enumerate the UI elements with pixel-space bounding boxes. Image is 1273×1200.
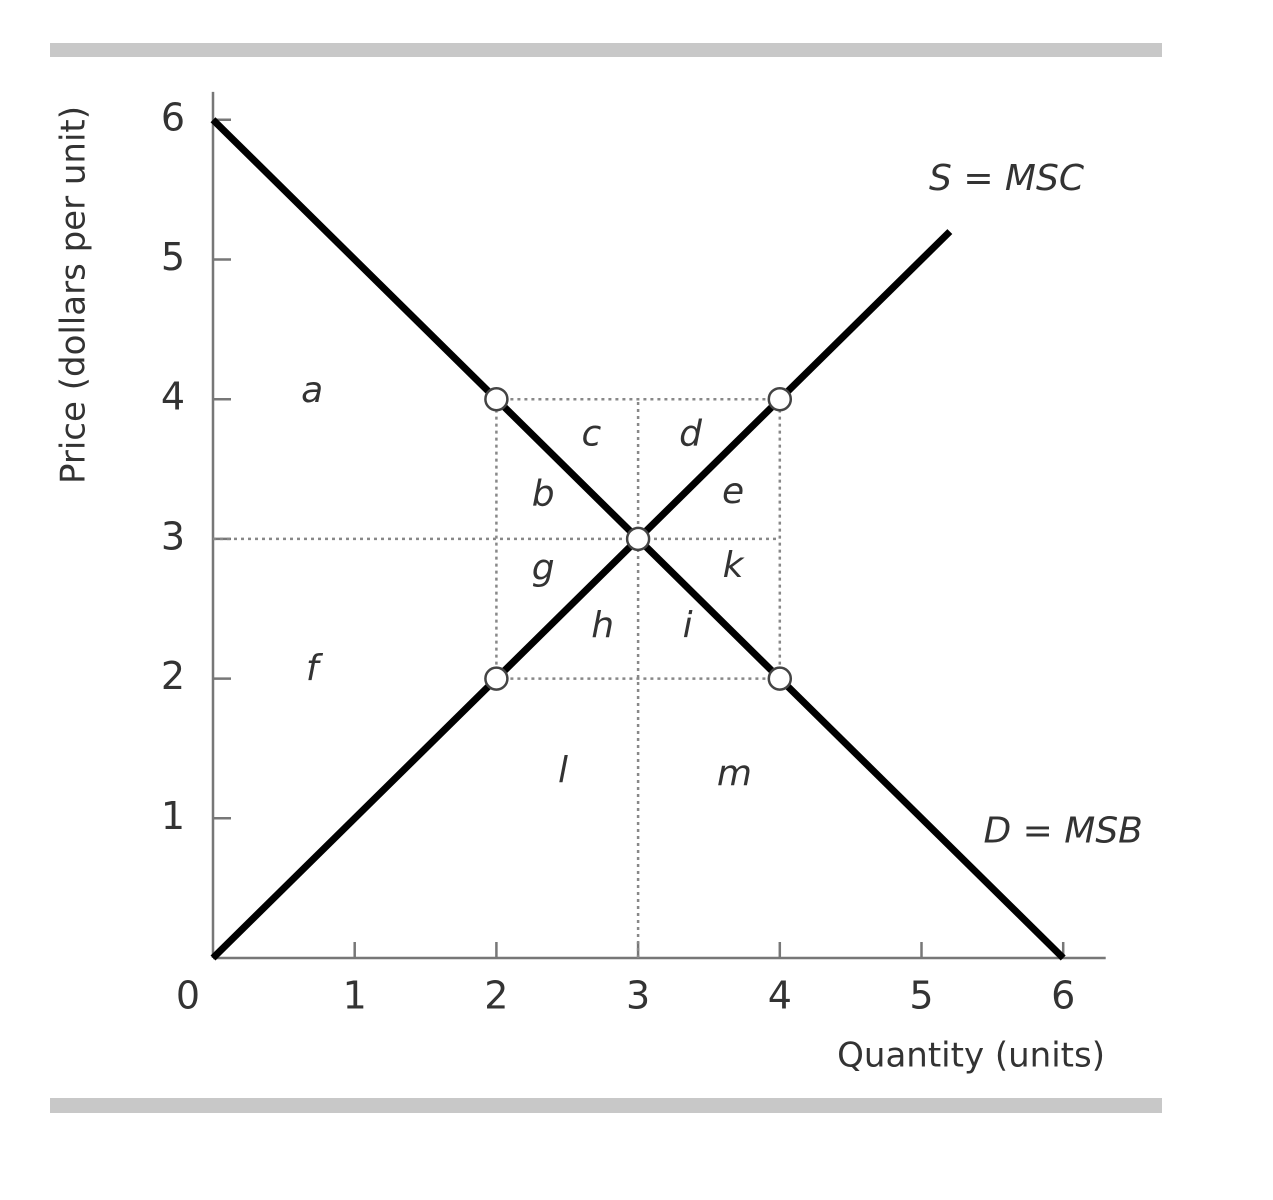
y-tick-label: 6 (161, 95, 185, 139)
y-tick-label: 5 (161, 235, 185, 279)
point (625, 526, 651, 552)
region-label: c (581, 414, 601, 455)
x-tick-label: 0 (176, 974, 200, 1018)
region-label: f (306, 648, 324, 689)
region-label: k (723, 545, 746, 586)
point (484, 386, 509, 412)
region-label: a (301, 370, 323, 411)
x-axis-title: Quantity (units) (837, 1036, 1105, 1076)
x-tick-label: 6 (1051, 974, 1075, 1018)
region-label: h (591, 605, 614, 646)
y-tick-label: 2 (161, 654, 185, 698)
bottom-rule (50, 1098, 1162, 1113)
region-label: b (532, 474, 555, 515)
x-tick-label: 3 (626, 974, 650, 1018)
region-label: m (717, 753, 752, 794)
y-tick-label: 1 (161, 794, 185, 838)
point (767, 386, 793, 412)
point (484, 666, 509, 691)
x-tick-label: 5 (909, 974, 933, 1018)
region-label: i (683, 605, 693, 646)
curve-label: S = MSC (929, 158, 1085, 199)
x-tick-label: 1 (343, 974, 367, 1018)
y-axis-title: Price (dollars per unit) (54, 106, 94, 484)
x-tick-label: 2 (484, 974, 508, 1018)
curve (210, 229, 953, 961)
x-tick-label: 4 (768, 974, 792, 1018)
point (767, 666, 793, 691)
region-label: e (722, 471, 744, 512)
region-label: g (532, 548, 555, 589)
region-label: d (679, 414, 703, 455)
y-tick-label: 3 (161, 514, 185, 558)
y-tick-label: 4 (161, 375, 185, 419)
region-label: l (558, 750, 568, 791)
curve-label: D = MSB (984, 810, 1143, 851)
top-rule (50, 43, 1162, 57)
